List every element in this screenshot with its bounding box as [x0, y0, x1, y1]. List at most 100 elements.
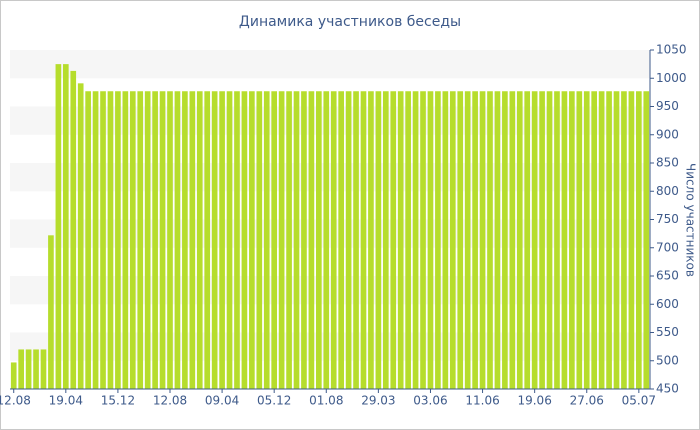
- bar: [598, 91, 605, 390]
- bar: [62, 64, 69, 389]
- bar: [546, 91, 553, 390]
- bar: [502, 91, 508, 390]
- bar: [40, 349, 47, 389]
- x-tick-label: 05.12: [257, 394, 291, 408]
- bar: [137, 91, 144, 390]
- y-tick-label: 850: [656, 156, 679, 170]
- bar: [219, 91, 225, 390]
- bar: [524, 91, 531, 390]
- bar: [494, 91, 501, 390]
- x-tick-label: 12.08: [153, 394, 187, 408]
- bar: [442, 91, 449, 390]
- bar: [92, 91, 99, 390]
- bar: [204, 91, 211, 390]
- grid-band: [10, 219, 650, 248]
- x-tick-label: 15.12: [101, 394, 135, 408]
- bar: [382, 91, 389, 390]
- bar: [412, 91, 419, 390]
- bar: [531, 91, 538, 390]
- bar: [613, 91, 620, 390]
- bar: [308, 91, 315, 390]
- bar: [591, 91, 598, 390]
- y-tick-label: 450: [656, 382, 679, 396]
- grid-band: [10, 332, 650, 361]
- bar: [353, 91, 359, 390]
- bar: [621, 91, 627, 390]
- y-tick-label: 1000: [656, 71, 687, 85]
- bar: [554, 91, 560, 390]
- bar: [316, 91, 322, 390]
- x-tick-label: 03.06: [413, 394, 447, 408]
- bar: [174, 91, 181, 390]
- bar: [345, 91, 352, 390]
- bar: [628, 91, 635, 390]
- bar: [516, 91, 523, 390]
- x-tick-label: 27.06: [570, 394, 604, 408]
- bar: [33, 349, 39, 389]
- bar: [569, 91, 575, 390]
- bar: [420, 91, 426, 390]
- x-tick-label: 29.03: [361, 394, 395, 408]
- bar: [107, 91, 114, 390]
- bar: [405, 91, 411, 390]
- y-tick-label: 550: [656, 325, 679, 339]
- bar: [241, 91, 248, 390]
- bar: [100, 91, 106, 390]
- y-tick-label: 650: [656, 269, 679, 283]
- bar: [606, 91, 612, 390]
- x-tick-label: 09.04: [205, 394, 239, 408]
- bar: [129, 91, 136, 390]
- bar: [330, 91, 337, 390]
- bar: [643, 91, 650, 390]
- bar: [18, 349, 24, 389]
- x-tick-label: 19.04: [49, 394, 83, 408]
- y-tick-label: 500: [656, 353, 679, 367]
- grid-band: [10, 50, 650, 79]
- bar: [435, 91, 441, 390]
- grid-band: [10, 163, 650, 192]
- bar: [115, 91, 121, 390]
- bar: [390, 91, 397, 390]
- bar: [487, 91, 493, 390]
- bar: [85, 91, 91, 390]
- y-axis-title: Число участников: [684, 163, 698, 277]
- bar: [561, 91, 568, 390]
- bar: [323, 91, 330, 390]
- bar: [144, 91, 151, 390]
- bar: [278, 91, 285, 390]
- y-tick-label: 600: [656, 297, 679, 311]
- bar: [338, 91, 344, 390]
- bar: [375, 91, 382, 390]
- bar: [182, 91, 188, 390]
- x-tick-label: 12.08: [0, 394, 31, 408]
- bar: [576, 91, 583, 390]
- bar: [472, 91, 478, 390]
- x-tick-label: 01.08: [309, 394, 343, 408]
- bar: [449, 91, 456, 390]
- bar: [293, 91, 300, 390]
- grid-band: [10, 106, 650, 135]
- bar: [196, 91, 203, 390]
- y-tick-label: 800: [656, 184, 679, 198]
- bar: [249, 91, 255, 390]
- chart-title: Динамика участников беседы: [239, 14, 461, 30]
- y-tick-label: 900: [656, 127, 679, 141]
- bar: [211, 91, 218, 390]
- bar: [583, 91, 590, 390]
- bar: [159, 91, 166, 390]
- x-tick-label: 11.06: [465, 394, 499, 408]
- bar: [427, 91, 434, 390]
- bar: [167, 91, 173, 390]
- bar: [479, 91, 486, 390]
- x-tick-label: 19.06: [517, 394, 551, 408]
- plot-area: [10, 50, 650, 390]
- bar: [70, 70, 77, 389]
- grid-band: [10, 276, 650, 305]
- bar: [226, 91, 233, 390]
- y-tick-label: 1050: [656, 43, 687, 57]
- bar: [286, 91, 292, 390]
- bar: [256, 91, 263, 390]
- y-tick-label: 750: [656, 212, 679, 226]
- bar: [152, 91, 158, 390]
